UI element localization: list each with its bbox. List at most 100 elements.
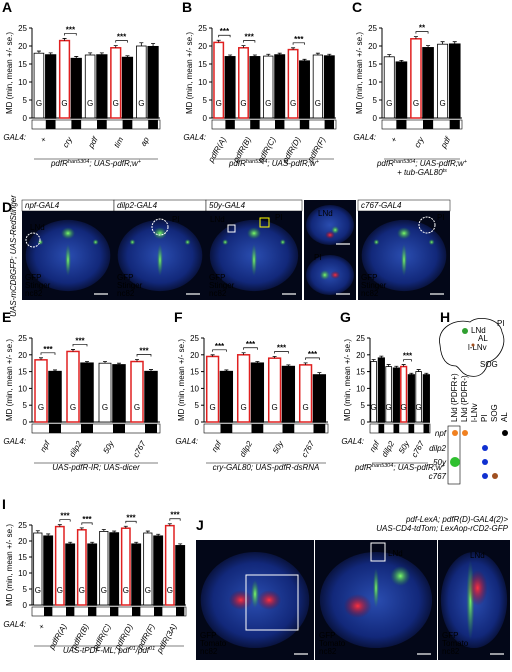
- genotype-label: + tub-GAL80ts: [397, 168, 447, 177]
- signal: [222, 239, 229, 246]
- category-label: c767: [131, 439, 148, 459]
- error-bar: [241, 352, 246, 355]
- bar-label: G: [216, 99, 222, 108]
- bar-label: S: [409, 410, 414, 419]
- significance-label: ***: [43, 345, 53, 354]
- y-tick-label: 15: [368, 60, 377, 69]
- error-bar: [291, 47, 296, 50]
- channel-label: nc82: [117, 289, 135, 298]
- text-segment: ; UAS-pdfR;w: [89, 159, 139, 168]
- error-bar: [302, 58, 307, 62]
- error-bar: [134, 541, 139, 545]
- error-bar: [48, 52, 53, 55]
- error-bar: [424, 372, 429, 375]
- dark-phase: [324, 120, 335, 129]
- significance-label: ***: [308, 350, 318, 359]
- bar-label: G: [38, 403, 44, 412]
- signal: [65, 243, 71, 276]
- channel-label: Tomato: [200, 639, 227, 648]
- bar-label: S: [425, 106, 430, 115]
- schedule-strip: [381, 119, 463, 130]
- column-label: SOG: [490, 404, 499, 422]
- tile-title: npf-GAL4: [25, 201, 60, 210]
- bar-label: S: [286, 410, 291, 419]
- error-bar: [103, 361, 107, 364]
- dark-phase: [122, 120, 133, 129]
- region-label: PI: [497, 319, 505, 328]
- annotation: LNd: [210, 215, 225, 224]
- y-tick-label: 15: [18, 553, 27, 562]
- error-bar: [36, 50, 41, 54]
- dark-phase: [110, 607, 119, 616]
- category-label: 50y: [101, 439, 116, 456]
- error-bar: [303, 362, 308, 365]
- bar-label: S: [156, 593, 161, 602]
- bar-label: G: [87, 99, 93, 108]
- row-label: npf: [435, 429, 447, 438]
- y-tick-label: 5: [361, 401, 366, 410]
- category-label: cry: [413, 135, 427, 150]
- category-label: dilp2: [67, 439, 84, 459]
- error-bar: [46, 533, 51, 537]
- signal: [251, 243, 257, 276]
- y-axis-label: MD (min, mean +/- se.): [5, 339, 14, 421]
- caption: UAS-CD4-tdTom; LexAop-rCD2-GFP: [376, 524, 508, 533]
- bar: [298, 364, 313, 423]
- error-bar: [145, 530, 150, 533]
- y-tick-label: 25: [368, 24, 377, 33]
- bar-label: G: [61, 99, 67, 108]
- column-label: PI: [480, 414, 489, 422]
- bar-label: S: [277, 106, 282, 115]
- error-bar: [371, 359, 376, 362]
- panel-label: E: [2, 309, 11, 325]
- significance-bracket: [218, 34, 231, 38]
- schedule-strip: [203, 423, 329, 434]
- bar-label: S: [424, 410, 429, 419]
- bar: [263, 55, 274, 119]
- error-bar: [452, 41, 457, 45]
- row-label: GAL4:: [353, 133, 376, 142]
- significance-bracket: [136, 354, 152, 357]
- y-tick-label: 25: [18, 334, 27, 343]
- error-bar: [409, 372, 414, 375]
- bar-label: S: [112, 593, 117, 602]
- bar-label: S: [148, 410, 153, 419]
- category-label: +: [38, 135, 48, 144]
- significance-label: ***: [126, 513, 136, 522]
- region-label: AL: [478, 334, 488, 343]
- region-dot: [471, 343, 475, 347]
- error-bar: [112, 530, 117, 533]
- annotation: LNd: [470, 551, 485, 560]
- channel-label: GFP: [25, 273, 41, 282]
- bar-label: S: [68, 593, 73, 602]
- row-label: c767: [429, 472, 447, 481]
- y-axis-label: MD (min, mean +/- se.): [343, 339, 352, 421]
- bar: [33, 52, 45, 119]
- category-label: dilp2: [238, 439, 255, 459]
- bar-label: S: [252, 106, 257, 115]
- zoom-box: [370, 542, 386, 562]
- y-axis-label: MD (min, mean +/- se.): [5, 524, 14, 606]
- significance-label: ***: [66, 25, 76, 34]
- text-segment: +: [316, 159, 320, 165]
- dark-phase: [251, 424, 264, 433]
- category-label: pdf: [86, 135, 100, 151]
- dark-phase: [408, 424, 415, 433]
- dark-phase: [88, 607, 97, 616]
- bar-label: G: [70, 403, 76, 412]
- error-bar: [149, 369, 153, 372]
- row-label: GAL4:: [3, 437, 26, 446]
- category-label: tim: [112, 135, 125, 149]
- signal: [467, 570, 488, 606]
- category-label: 50y: [271, 439, 286, 456]
- error-bar: [62, 38, 67, 41]
- dark-phase: [176, 607, 185, 616]
- panel-label: J: [196, 517, 204, 533]
- error-bar: [266, 53, 271, 57]
- significance-label: ***: [246, 340, 256, 349]
- category-label: +: [37, 622, 47, 631]
- dark-phase: [396, 120, 407, 129]
- y-tick-label: 5: [23, 585, 28, 594]
- signal: [247, 227, 261, 240]
- text-segment: ts: [443, 168, 448, 174]
